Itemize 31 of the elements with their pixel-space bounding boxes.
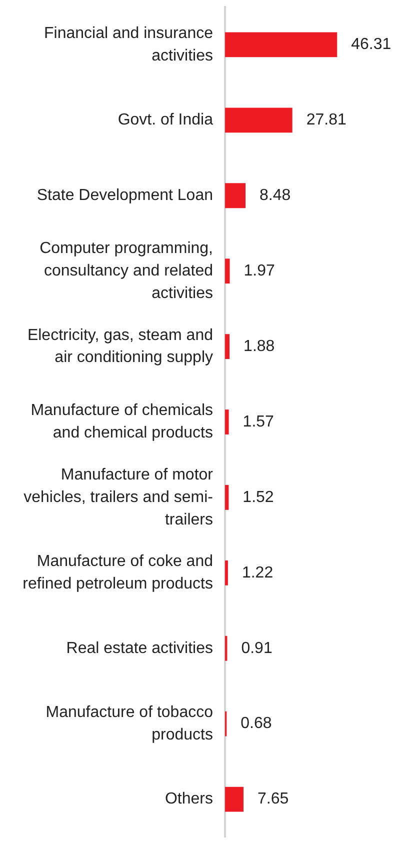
y-tick-label: Govt. of India xyxy=(118,112,214,129)
y-tick-label: Manufacture of tobacco products xyxy=(46,704,214,744)
bar xyxy=(225,183,246,208)
bar xyxy=(225,410,229,434)
data-label: 8.48 xyxy=(260,187,291,204)
y-tick-label: Others xyxy=(164,790,213,808)
data-label: 1.97 xyxy=(244,262,276,280)
bar xyxy=(225,258,230,284)
data-label: 0.68 xyxy=(240,715,272,732)
bar xyxy=(225,334,230,359)
data-label: 46.31 xyxy=(351,36,392,54)
y-tick-label: Manufacture of coke and refined petroleum products xyxy=(22,553,213,593)
data-label: 27.81 xyxy=(306,112,346,129)
y-tick-label: Electricity, gas, steam and air conditioning supply xyxy=(27,326,213,366)
y-tick-label: Financial and insurance activities xyxy=(44,24,214,64)
y-tick-label: Computer programming, consultancy and related activities xyxy=(40,240,213,302)
y-tick-label: Manufacture of chemicals and chemical products xyxy=(30,402,213,442)
data-label: 1.88 xyxy=(244,338,275,355)
y-tick-label: Manufacture of motor vehicles, trailers and semi-trailers xyxy=(24,466,214,528)
y-tick-label: Real estate activities xyxy=(66,640,213,657)
data-label: 1.22 xyxy=(242,564,274,582)
data-label: 0.91 xyxy=(241,640,272,657)
y-tick-label: State Development Loan xyxy=(36,187,213,204)
bar xyxy=(225,485,229,510)
data-label: 1.52 xyxy=(242,488,274,506)
bar xyxy=(225,32,338,58)
bar xyxy=(225,108,292,133)
bar xyxy=(225,560,228,586)
data-label: 1.57 xyxy=(242,413,274,430)
bar xyxy=(225,786,244,812)
data-label: 7.65 xyxy=(258,790,289,808)
